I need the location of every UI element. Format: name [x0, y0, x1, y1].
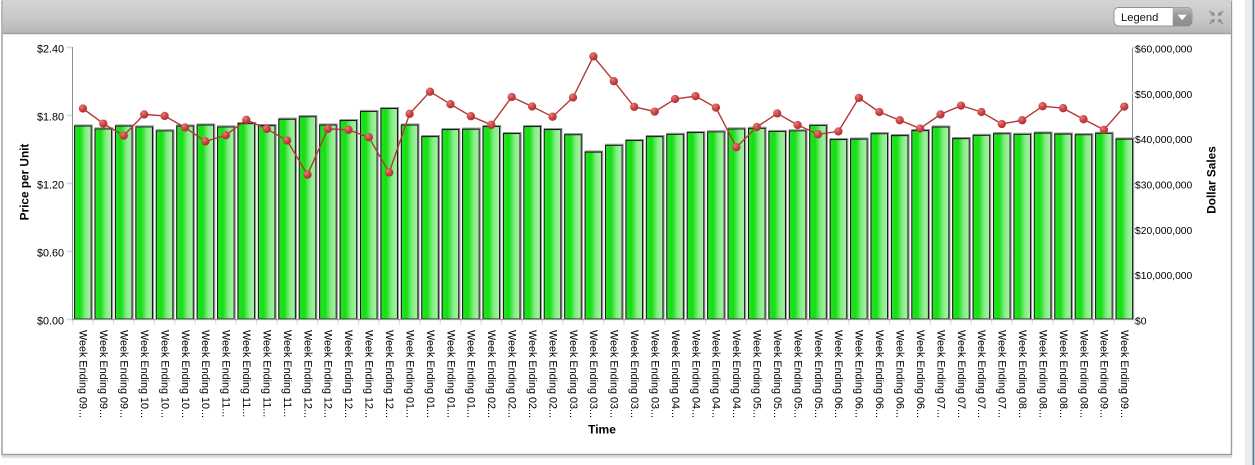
svg-text:Week Ending 09...: Week Ending 09... [77, 330, 89, 418]
svg-text:Week Ending 05...: Week Ending 05... [771, 330, 783, 418]
svg-text:Week Ending 03...: Week Ending 03... [628, 330, 640, 418]
svg-text:$0.00: $0.00 [37, 316, 64, 328]
svg-text:Week Ending 01...: Week Ending 01... [465, 330, 477, 418]
svg-text:Week Ending 11...: Week Ending 11... [261, 330, 273, 417]
svg-text:$1.80: $1.80 [37, 112, 64, 124]
svg-text:$60,000,000: $60,000,000 [1135, 45, 1193, 56]
svg-text:Week Ending 03...: Week Ending 03... [649, 330, 661, 418]
svg-text:$20,000,000: $20,000,000 [1135, 226, 1193, 237]
svg-text:Week Ending 11...: Week Ending 11... [240, 330, 252, 417]
svg-text:Week Ending 08...: Week Ending 08... [1057, 330, 1069, 418]
svg-text:$50,000,000: $50,000,000 [1135, 90, 1193, 101]
svg-text:Week Ending 10...: Week Ending 10... [158, 330, 170, 418]
svg-text:Week Ending 07...: Week Ending 07... [955, 330, 967, 418]
svg-text:Week Ending 12...: Week Ending 12... [342, 330, 354, 418]
svg-text:Week Ending 03...: Week Ending 03... [587, 330, 599, 418]
svg-text:$0.60: $0.60 [37, 248, 64, 260]
svg-text:Time: Time [588, 423, 616, 437]
svg-text:Week Ending 08...: Week Ending 08... [1036, 330, 1048, 418]
svg-text:Week Ending 06...: Week Ending 06... [894, 330, 906, 418]
svg-text:Week Ending 03...: Week Ending 03... [567, 330, 579, 418]
svg-text:Week Ending 04...: Week Ending 04... [689, 330, 701, 418]
svg-text:Week Ending 10...: Week Ending 10... [179, 330, 191, 418]
svg-text:Week Ending 07...: Week Ending 07... [934, 330, 946, 418]
svg-text:Price per Unit: Price per Unit [18, 144, 32, 221]
svg-text:Week Ending 08...: Week Ending 08... [1077, 330, 1089, 418]
svg-text:Week Ending 11...: Week Ending 11... [281, 330, 293, 417]
svg-text:Week Ending 06...: Week Ending 06... [873, 330, 885, 418]
svg-text:Week Ending 11...: Week Ending 11... [220, 330, 232, 417]
svg-text:Week Ending 09...: Week Ending 09... [118, 330, 130, 418]
svg-text:Week Ending 06...: Week Ending 06... [914, 330, 926, 418]
svg-text:Week Ending 12...: Week Ending 12... [301, 330, 313, 418]
svg-text:Week Ending 09...: Week Ending 09... [1098, 330, 1110, 418]
svg-text:Week Ending 08...: Week Ending 08... [1016, 330, 1028, 418]
svg-text:Week Ending 02...: Week Ending 02... [485, 330, 497, 418]
svg-text:$30,000,000: $30,000,000 [1135, 181, 1193, 192]
svg-text:Week Ending 05...: Week Ending 05... [812, 330, 824, 418]
svg-text:Week Ending 02...: Week Ending 02... [506, 330, 518, 418]
svg-text:$2.40: $2.40 [37, 44, 64, 56]
svg-text:Week Ending 12...: Week Ending 12... [322, 330, 334, 418]
svg-text:Week Ending 02...: Week Ending 02... [546, 330, 558, 418]
svg-text:Week Ending 06...: Week Ending 06... [832, 330, 844, 418]
svg-text:Week Ending 02...: Week Ending 02... [526, 330, 538, 418]
svg-text:$10,000,000: $10,000,000 [1135, 271, 1193, 282]
svg-text:Week Ending 10...: Week Ending 10... [138, 330, 150, 418]
svg-text:Week Ending 07...: Week Ending 07... [975, 330, 987, 418]
svg-text:Week Ending 12...: Week Ending 12... [383, 330, 395, 418]
svg-text:Week Ending 04...: Week Ending 04... [710, 330, 722, 418]
svg-text:Week Ending 01...: Week Ending 01... [403, 330, 415, 418]
svg-text:$1.20: $1.20 [37, 180, 64, 192]
svg-text:Week Ending 04...: Week Ending 04... [669, 330, 681, 418]
svg-text:Week Ending 05...: Week Ending 05... [751, 330, 763, 418]
svg-text:$0: $0 [1135, 317, 1147, 328]
svg-text:Week Ending 07...: Week Ending 07... [996, 330, 1008, 418]
svg-text:Week Ending 01...: Week Ending 01... [444, 330, 456, 418]
svg-text:Week Ending 09...: Week Ending 09... [1118, 330, 1130, 418]
svg-text:Week Ending 01...: Week Ending 01... [424, 330, 436, 418]
svg-text:Week Ending 10...: Week Ending 10... [199, 330, 211, 418]
svg-text:$40,000,000: $40,000,000 [1135, 135, 1193, 146]
svg-text:Week Ending 09...: Week Ending 09... [97, 330, 109, 418]
svg-text:Week Ending 04...: Week Ending 04... [730, 330, 742, 418]
svg-text:Week Ending 05...: Week Ending 05... [791, 330, 803, 418]
svg-text:Week Ending 12...: Week Ending 12... [363, 330, 375, 418]
svg-text:Week Ending 03...: Week Ending 03... [608, 330, 620, 418]
svg-text:Legend: Legend [1121, 12, 1158, 24]
svg-text:Dollar Sales: Dollar Sales [1205, 146, 1219, 214]
svg-text:Week Ending 06...: Week Ending 06... [853, 330, 865, 418]
